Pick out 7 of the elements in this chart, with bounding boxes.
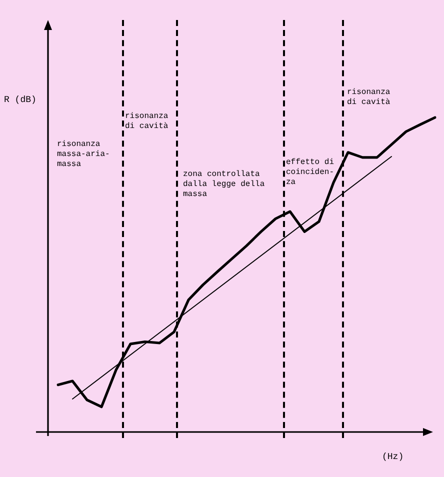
annotation: zona controllata dalla legge della massa — [183, 170, 265, 200]
y-axis-title: R (dB) — [4, 94, 36, 105]
annotation: effetto di coinciden- za — [286, 158, 334, 188]
text: risonanza di cavità — [347, 88, 390, 108]
x-axis-title: (Hz) — [382, 452, 404, 462]
annotation: risonanza di cavità — [125, 112, 168, 132]
annotation: risonanza massa-aria- massa — [57, 140, 110, 170]
